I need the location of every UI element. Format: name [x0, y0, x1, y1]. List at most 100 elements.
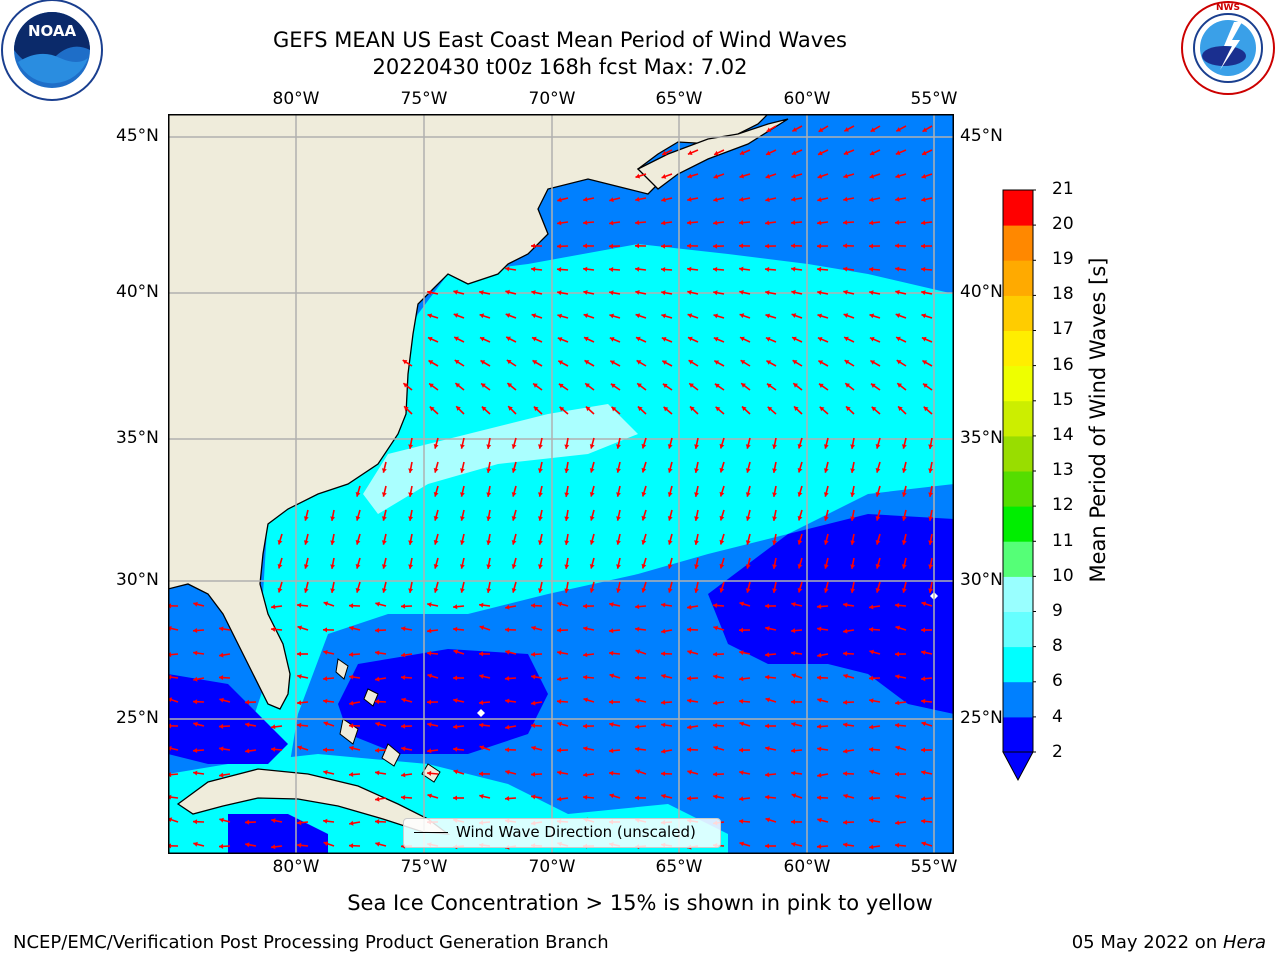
wind-wave-arrowhead	[505, 313, 511, 318]
wind-wave-arrowhead	[583, 723, 587, 729]
wind-wave-arrowhead	[355, 516, 361, 521]
colorbar-segment	[1003, 295, 1033, 331]
wind-wave-arrowhead	[486, 444, 492, 449]
wind-wave-arrowhead	[662, 150, 667, 156]
wind-wave-arrowhead	[745, 540, 751, 545]
wind-wave-arrowhead	[870, 127, 876, 132]
wind-wave-arrowhead	[661, 267, 666, 272]
wind-wave-arrowhead	[895, 674, 900, 680]
wind-wave-arrowhead	[193, 601, 198, 607]
wind-wave-arrowhead	[531, 266, 536, 272]
wind-wave-arrowhead	[323, 818, 328, 824]
wind-wave-arrowhead	[850, 468, 856, 473]
wind-wave-arrowhead	[511, 588, 517, 593]
wind-wave-arrowhead	[687, 173, 692, 179]
wind-wave-arrowhead	[921, 197, 926, 202]
wind-wave-arrowhead	[609, 793, 615, 799]
wind-wave-arrowhead	[895, 700, 900, 706]
wind-wave-arrowhead	[765, 173, 771, 179]
wind-wave-arrowhead	[713, 174, 719, 179]
wind-wave-arrowhead	[297, 722, 302, 728]
wind-wave-arrowhead	[375, 770, 380, 776]
lon-label-bottom-70w: 70°W	[528, 857, 576, 877]
wind-wave-arrowhead	[667, 516, 673, 521]
lon-label-top-75w: 75°W	[400, 89, 448, 109]
wind-wave-arrowhead	[433, 516, 439, 521]
wind-wave-arrowhead	[349, 625, 354, 631]
wind-wave-arrowhead	[791, 150, 797, 155]
wind-wave-arrowhead	[355, 492, 361, 497]
wind-wave-arrowhead	[323, 747, 327, 753]
colorbar-tick-10: 10	[1052, 566, 1074, 586]
wind-wave-arrowhead	[739, 676, 744, 682]
wind-wave-arrowhead	[531, 603, 536, 609]
wind-wave-arrowhead	[819, 383, 824, 388]
wind-wave-arrowhead	[921, 676, 926, 682]
wind-wave-arrowhead	[193, 650, 198, 656]
wind-wave-arrowhead	[772, 564, 777, 569]
wind-wave-arrowhead	[583, 652, 588, 658]
wind-wave-arrowhead	[636, 336, 641, 342]
wind-wave-arrowhead	[843, 196, 848, 202]
wind-wave-arrowhead	[897, 383, 902, 388]
wind-wave-arrowhead	[505, 266, 510, 272]
wind-wave-arrowhead	[453, 313, 459, 318]
wind-wave-arrowhead	[583, 674, 588, 680]
wind-wave-arrowhead	[772, 516, 777, 521]
lat-label-right-40n: 40°N	[960, 282, 1003, 302]
wind-wave-arrowhead	[687, 747, 692, 753]
wind-wave-arrowhead	[817, 795, 822, 801]
wind-wave-arrowhead	[818, 360, 824, 365]
wind-wave-arrowhead	[486, 588, 492, 593]
wind-wave-arrowhead	[713, 745, 718, 751]
wind-wave-arrowhead	[558, 360, 563, 365]
wind-wave-arrowhead	[609, 699, 613, 705]
wind-wave-arrowhead	[533, 383, 538, 388]
wind-wave-arrowhead	[505, 796, 510, 801]
wind-wave-arrowhead	[297, 625, 303, 631]
wind-wave-arrowhead	[557, 267, 562, 272]
wind-wave-arrowhead	[557, 220, 562, 226]
wind-wave-arrowhead	[871, 406, 877, 412]
wind-wave-arrowhead	[745, 468, 751, 473]
wind-wave-arrowhead	[505, 649, 510, 655]
wind-wave-arrowhead	[767, 406, 773, 412]
wind-wave-arrowhead	[766, 127, 772, 132]
ocean-lt2-southwest	[338, 649, 548, 754]
wind-wave-arrowhead	[381, 540, 387, 545]
wind-wave-arrowhead	[538, 588, 543, 593]
wind-wave-arrowhead	[687, 627, 692, 633]
wind-wave-arrowhead	[928, 468, 934, 473]
noaa-logo: NOAA	[0, 0, 104, 104]
wind-wave-arrowhead	[895, 220, 900, 225]
wind-wave-arrowhead	[869, 336, 875, 342]
wind-wave-arrowhead	[271, 818, 276, 824]
wind-wave-arrowhead	[609, 650, 614, 656]
wind-wave-arrowhead	[401, 697, 406, 703]
wind-wave-arrowhead	[583, 746, 588, 752]
wind-wave-arrowhead	[271, 604, 276, 610]
wind-wave-arrowhead	[609, 770, 614, 776]
sea-ice-note: Sea Ice Concentration > 15% is shown in …	[347, 891, 933, 915]
colorbar-segment	[1003, 330, 1033, 367]
wind-wave-arrowhead	[928, 540, 934, 545]
wind-wave-arrowhead	[557, 601, 562, 607]
colorbar-segment	[1003, 400, 1033, 437]
wind-wave-arrowhead	[694, 468, 699, 473]
lon-label-bottom-65w: 65°W	[655, 857, 703, 877]
wind-wave-arrowhead	[453, 769, 459, 775]
wind-wave-arrowhead	[901, 444, 907, 449]
wind-wave-arrowhead	[817, 290, 822, 296]
wind-wave-arrowhead	[895, 150, 901, 155]
wind-wave-arrowhead	[635, 649, 641, 655]
wind-wave-arrowhead	[766, 150, 771, 156]
wind-wave-arrowhead	[797, 540, 803, 545]
wind-wave-arrowhead	[928, 444, 934, 449]
wind-wave-arrowhead	[823, 492, 829, 497]
wind-wave-arrowhead	[349, 723, 354, 729]
wind-wave-arrowhead	[349, 843, 354, 849]
wind-wave-arrowhead	[875, 468, 881, 473]
wind-wave-arrowhead	[791, 722, 796, 727]
colorbar-segment	[1003, 471, 1033, 507]
wind-wave-arrowhead	[869, 818, 874, 824]
